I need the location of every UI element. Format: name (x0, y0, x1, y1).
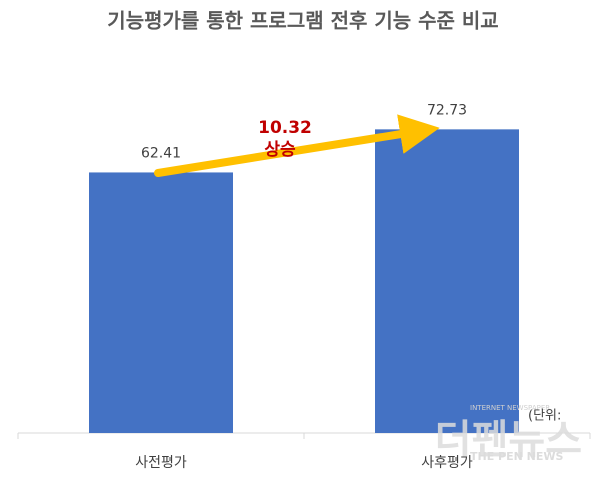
x-tick-label: 사전평가 (135, 455, 187, 471)
watermark: 더펜뉴스 (435, 417, 582, 463)
watermark: INTERNET NEWSPAPER (470, 404, 550, 412)
unit-note: (단위: (528, 409, 561, 424)
bar (375, 129, 519, 434)
bars (89, 129, 519, 434)
x-tick-label: 사후평가 (421, 455, 473, 471)
chart-title: 기능평가를 통한 프로그램 전후 기능 수준 비교 (107, 9, 498, 33)
watermark: THE PEN NEWS (470, 450, 564, 463)
annotation: 10.32 (258, 118, 312, 138)
value-label: 62.41 (141, 145, 181, 161)
trend-arrow (154, 114, 440, 177)
annotation: 상승 (264, 140, 296, 160)
value-label: 72.73 (427, 102, 467, 118)
bar (89, 172, 233, 434)
